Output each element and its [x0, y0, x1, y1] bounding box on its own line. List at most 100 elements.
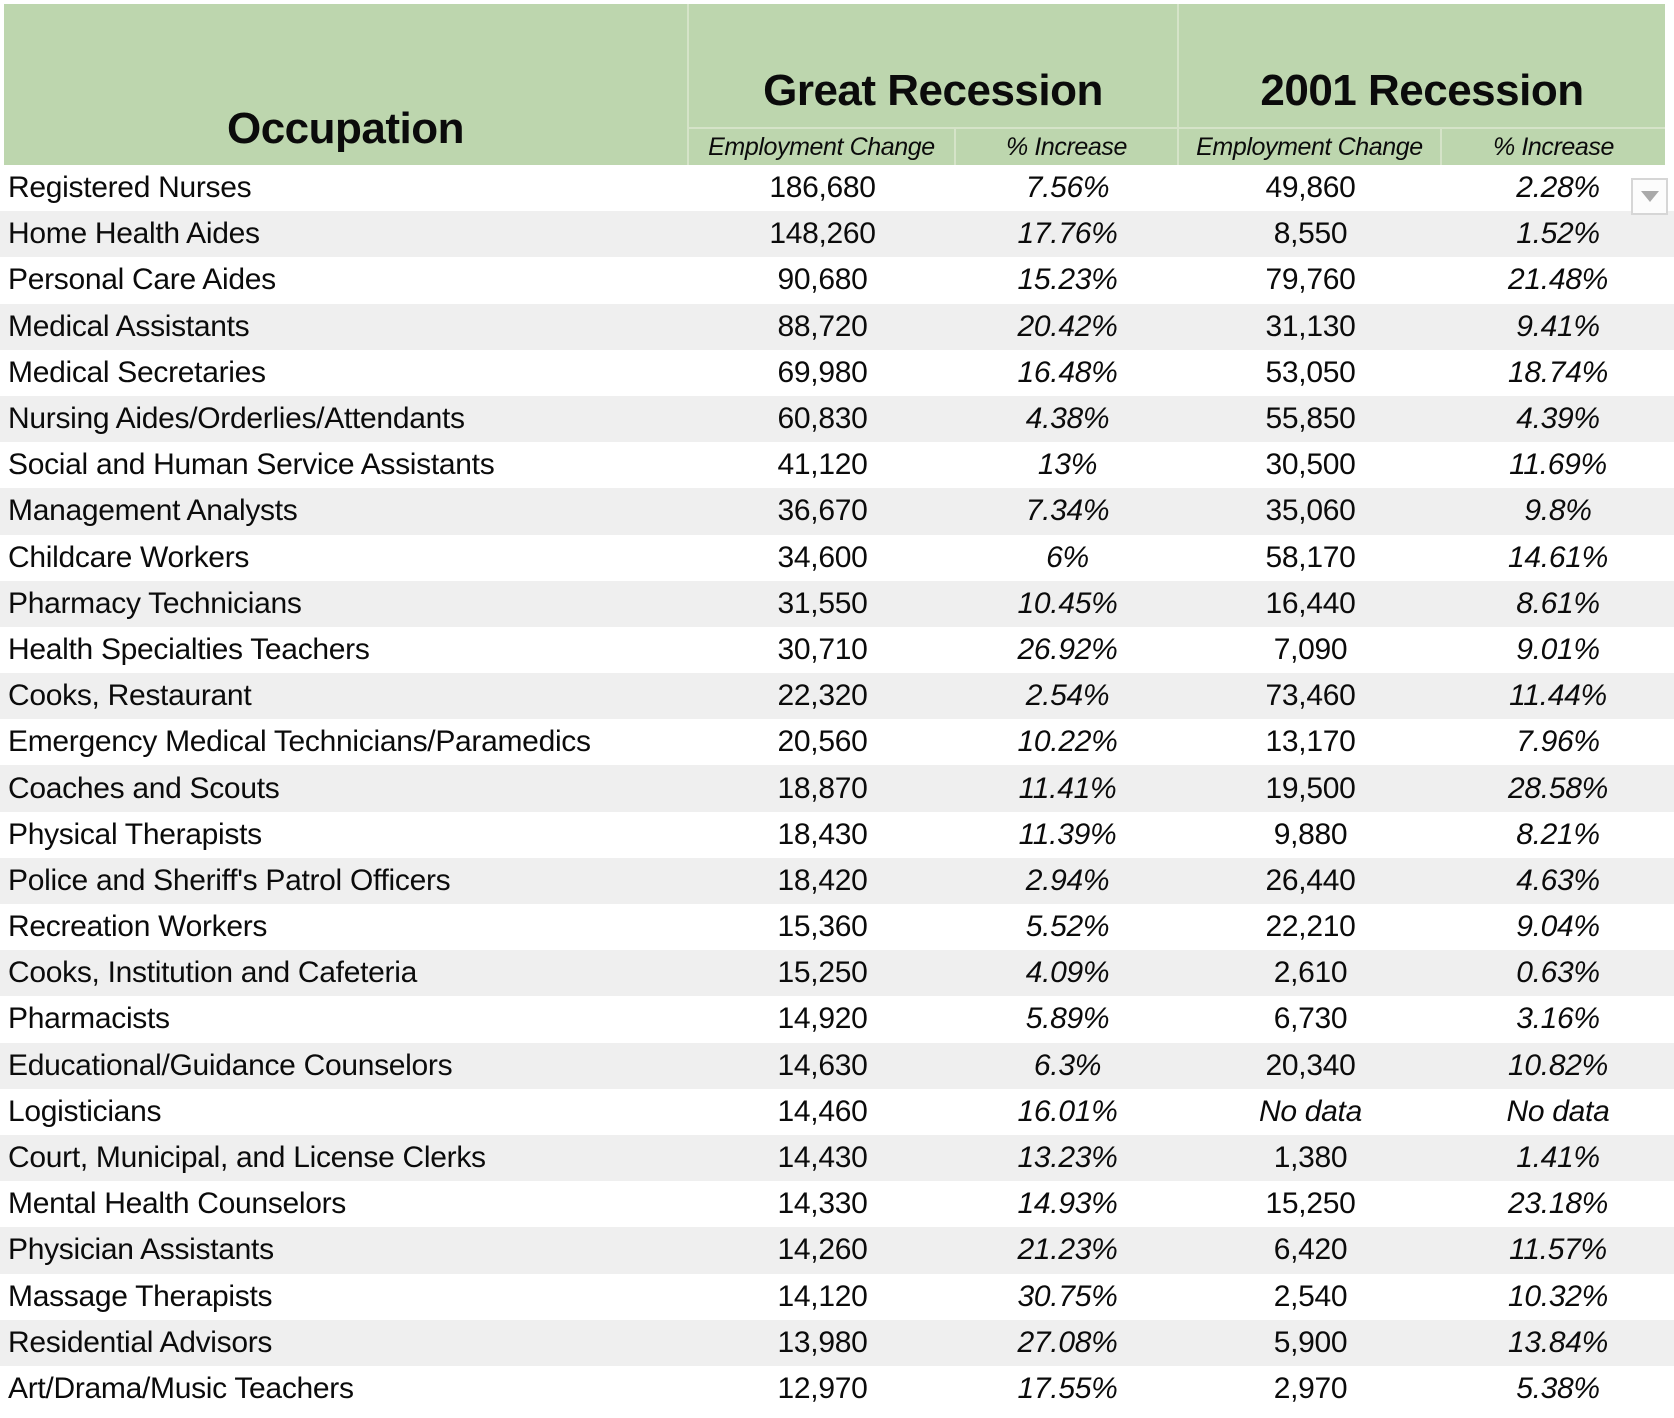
occupation-cell: Health Specialties Teachers [8, 632, 370, 666]
r2001-employment-change-cell: 35,060 [1265, 494, 1356, 528]
r2001-pct-increase-cell: 9.01% [1516, 632, 1600, 666]
r2001-employment-change-cell: 31,130 [1265, 309, 1356, 343]
gr-employment-change-cell: 14,920 [777, 1002, 868, 1036]
gr-employment-change-cell: 18,430 [777, 817, 868, 851]
gr-pct-increase-cell: 6.3% [1033, 1048, 1102, 1082]
gr-employment-change-cell: 18,420 [777, 863, 868, 897]
r2001-employment-change-cell: 15,250 [1265, 1187, 1356, 1221]
gr-employment-change-cell: 30,710 [777, 632, 868, 666]
table-row: Police and Sheriff's Patrol Officers 18,4… [0, 857, 1674, 904]
table-row: Physical Therapists 18,430 11.39% 9,880 8.21… [0, 811, 1674, 858]
gr-employment-change-cell: 41,120 [777, 448, 868, 482]
gr-employment-change-cell: 14,330 [777, 1187, 868, 1221]
gr-pct-increase-cell: 17.55% [1017, 1371, 1118, 1405]
r2001-employment-change-cell: 58,170 [1265, 540, 1356, 574]
r2001-pct-increase-cell: 4.63% [1516, 863, 1600, 897]
r2001-employment-change-cell: 2,970 [1273, 1371, 1348, 1405]
gr-pct-increase-cell: 2.94% [1025, 863, 1110, 897]
filter-dropdown-button[interactable] [1631, 178, 1668, 215]
r2001-employment-change-cell: 2,610 [1273, 956, 1348, 990]
occupation-cell: Home Health Aides [8, 217, 260, 251]
gr-pct-increase-cell: 27.08% [1017, 1325, 1118, 1359]
table-row: Logisticians 14,460 16.01% No data No data [0, 1088, 1674, 1135]
gr-employment-change-cell: 14,630 [777, 1048, 868, 1082]
r2001-employment-change-cell: 49,860 [1265, 171, 1356, 205]
subheader-gr-employment-change: Employment Change [689, 127, 956, 165]
occupation-cell: Physician Assistants [8, 1233, 274, 1267]
r2001-employment-change-cell: 6,730 [1273, 1002, 1348, 1036]
r2001-pct-increase-cell: 0.63% [1516, 956, 1600, 990]
subheader-gr-pct-increase: % Increase [956, 127, 1179, 165]
table-row: Court, Municipal, and License Clerks 14,4… [0, 1134, 1674, 1182]
gr-employment-change-cell: 20,560 [777, 725, 868, 759]
r2001-pct-increase-cell: 13.84% [1508, 1325, 1608, 1359]
gr-employment-change-cell: 14,120 [777, 1279, 868, 1313]
gr-employment-change-cell: 14,260 [777, 1233, 868, 1267]
occupation-cell: Medical Secretaries [8, 355, 266, 389]
occupation-cell: Medical Assistants [8, 309, 250, 343]
occupation-cell: Registered Nurses [8, 171, 252, 205]
occupation-cell: Physical Therapists [8, 817, 262, 851]
occupation-cell: Residential Advisors [8, 1325, 273, 1359]
r2001-pct-increase-cell: 3.16% [1516, 1002, 1600, 1036]
r2001-pct-increase-cell: 23.18% [1508, 1187, 1608, 1221]
r2001-pct-increase-cell: 9.8% [1524, 494, 1592, 528]
column-group-header-great-recession: Great Recession [689, 4, 1179, 127]
r2001-employment-change-cell: 1,380 [1273, 1141, 1348, 1175]
gr-pct-increase-cell: 5.52% [1025, 910, 1110, 944]
table-row: Mental Health Counselors 14,330 14.93% 15,2… [0, 1181, 1674, 1228]
table-row: Emergency Medical Technicians/Paramedics… [0, 719, 1674, 766]
r2001-pct-increase-cell: 9.41% [1516, 309, 1600, 343]
gr-employment-change-cell: 31,550 [777, 586, 868, 620]
r2001-pct-increase-cell: 21.48% [1508, 263, 1608, 297]
r2001-employment-change-cell: 20,340 [1265, 1048, 1356, 1082]
r2001-pct-increase-cell: 10.32% [1508, 1279, 1608, 1313]
gr-pct-increase-cell: 14.93% [1017, 1187, 1118, 1221]
r2001-employment-change-cell: 7,090 [1273, 632, 1348, 666]
occupation-cell: Court, Municipal, and License Clerks [8, 1141, 486, 1175]
table-row: Physician Assistants 14,260 21.23% 6,420 11.… [0, 1227, 1674, 1274]
r2001-employment-change-cell: 16,440 [1265, 586, 1356, 620]
gr-employment-change-cell: 15,250 [777, 956, 868, 990]
occupation-cell: Mental Health Counselors [8, 1187, 346, 1221]
r2001-employment-change-cell: 26,440 [1265, 863, 1356, 897]
table-row: Pharmacists 14,920 5.89% 6,730 3.16% [0, 996, 1674, 1043]
r2001-pct-increase-cell: 7.96% [1516, 725, 1600, 759]
gr-employment-change-cell: 14,460 [777, 1094, 868, 1128]
gr-pct-increase-cell: 7.56% [1025, 171, 1110, 205]
table-row: Childcare Workers 34,600 6% 58,170 14.61% [0, 534, 1674, 581]
r2001-pct-increase-cell: No data [1506, 1094, 1610, 1128]
occupation-cell: Art/Drama/Music Teachers [8, 1371, 354, 1405]
table-row: Health Specialties Teachers 30,710 26.92% 7… [0, 626, 1674, 674]
occupation-cell: Logisticians [8, 1094, 162, 1128]
gr-pct-increase-cell: 20.42% [1017, 309, 1118, 343]
gr-pct-increase-cell: 11.41% [1018, 771, 1117, 805]
gr-pct-increase-cell: 17.76% [1017, 217, 1118, 251]
gr-pct-increase-cell: 13% [1037, 448, 1098, 482]
r2001-employment-change-cell: No data [1259, 1094, 1362, 1128]
r2001-employment-change-cell: 8,550 [1273, 217, 1348, 251]
table-row: Pharmacy Technicians 31,550 10.45% 16,440 8.… [0, 580, 1674, 627]
occupation-cell: Nursing Aides/Orderlies/Attendants [8, 402, 465, 436]
r2001-pct-increase-cell: 14.61% [1508, 540, 1608, 574]
occupation-cell: Educational/Guidance Counselors [8, 1048, 453, 1082]
occupation-cell: Management Analysts [8, 494, 298, 528]
r2001-employment-change-cell: 79,760 [1265, 263, 1356, 297]
gr-employment-change-cell: 13,980 [777, 1325, 868, 1359]
gr-pct-increase-cell: 10.22% [1017, 725, 1118, 759]
gr-pct-increase-cell: 4.38% [1025, 402, 1110, 436]
spreadsheet-table: Occupation Great Recession 2001 Recessio… [0, 4, 1674, 1418]
gr-pct-increase-cell: 26.92% [1017, 632, 1118, 666]
occupation-cell: Childcare Workers [8, 540, 250, 574]
r2001-employment-change-cell: 55,850 [1265, 402, 1356, 436]
table-header: Occupation Great Recession 2001 Recessio… [4, 4, 1665, 165]
gr-pct-increase-cell: 4.09% [1025, 956, 1110, 990]
r2001-employment-change-cell: 13,170 [1265, 725, 1356, 759]
gr-employment-change-cell: 36,670 [777, 494, 868, 528]
gr-employment-change-cell: 34,600 [777, 540, 868, 574]
r2001-pct-increase-cell: 11.44% [1509, 679, 1607, 713]
gr-employment-change-cell: 14,430 [777, 1141, 868, 1175]
chevron-down-icon [1640, 191, 1659, 202]
table-row: Educational/Guidance Counselors 14,630 6.3… [0, 1042, 1674, 1089]
r2001-pct-increase-cell: 11.69% [1509, 448, 1607, 482]
